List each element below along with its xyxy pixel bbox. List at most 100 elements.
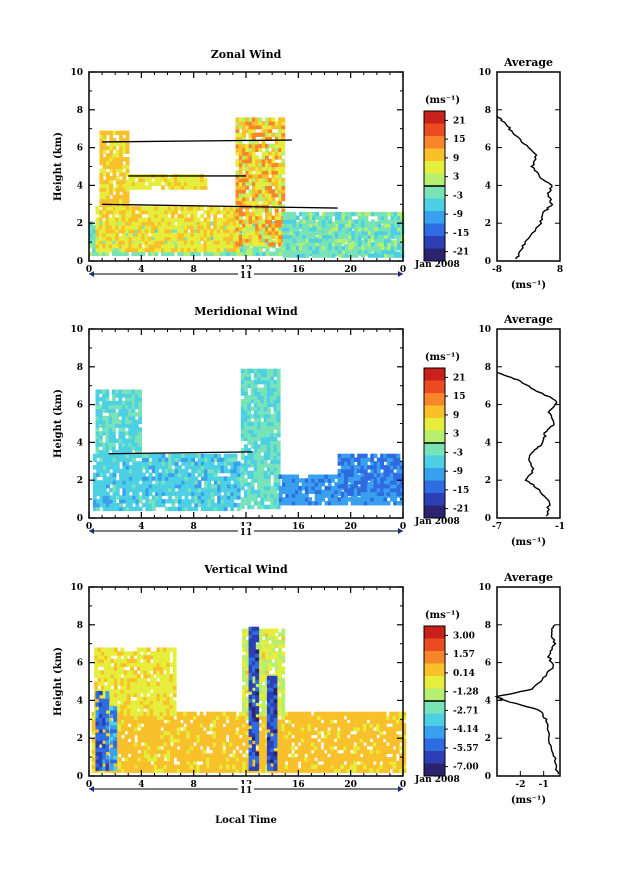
heatmap-cell: [361, 249, 365, 255]
heatmap-cell: [318, 485, 322, 491]
heatmap-cell: [263, 478, 268, 483]
heatmap-cell: [160, 738, 165, 743]
heatmap-cell: [131, 185, 136, 190]
heatmap-cell: [377, 215, 382, 220]
heatmap-cell: [242, 193, 246, 198]
heatmap-cell: [229, 213, 234, 219]
heatmap-cell: [197, 499, 202, 504]
heatmap-cell: [263, 504, 268, 510]
heatmap-cell: [235, 200, 240, 205]
heatmap-cell: [384, 245, 388, 251]
heatmap-cell: [308, 223, 313, 228]
heatmap-cell: [270, 455, 275, 460]
heatmap-cell: [238, 193, 243, 198]
heatmap-cell: [367, 487, 371, 493]
heatmap-cell: [278, 174, 282, 179]
heatmap-cell: [276, 463, 281, 468]
heatmap-cell: [268, 242, 273, 247]
heatmap-cell: [251, 211, 256, 217]
heatmap-cell: [220, 468, 225, 474]
heatmap-cell: [235, 242, 240, 247]
heatmap-cell: [238, 124, 243, 130]
heatmap-cell: [363, 457, 368, 462]
heatmap-cell: [138, 442, 142, 447]
heatmap-cell: [144, 240, 149, 245]
heatmap-cell: [105, 442, 110, 447]
heatmap-cell: [190, 210, 195, 215]
heatmap-cell: [154, 228, 159, 234]
heatmap-cell: [155, 495, 159, 500]
heatmap-cell: [251, 189, 256, 194]
heatmap-cell: [89, 236, 93, 241]
heatmap-cell: [282, 227, 287, 232]
heatmap-cell: [99, 183, 104, 188]
heatmap-cell: [184, 484, 189, 489]
heatmap-cell: [274, 185, 279, 190]
heatmap-cell: [112, 138, 117, 143]
heatmap-cell: [199, 730, 204, 735]
heatmap-cell: [190, 228, 195, 234]
heatmap-cell: [315, 215, 320, 220]
heatmap-cell: [125, 468, 130, 474]
heatmap-cell: [260, 391, 265, 396]
heatmap-cell: [206, 210, 211, 215]
heatmap-cell: [370, 501, 375, 506]
heatmap-cell: [353, 465, 358, 470]
heatmap-cell: [232, 719, 237, 724]
heatmap-cell: [121, 738, 125, 743]
heatmap-cell: [291, 493, 296, 498]
heatmap-cell: [278, 211, 282, 217]
heatmap-cell: [180, 244, 185, 249]
heatmap-cell: [99, 453, 104, 459]
heatmap-cell: [248, 143, 253, 149]
heatmap-cell: [363, 491, 368, 496]
heatmap-cell: [158, 465, 163, 470]
heatmap-cell: [153, 730, 158, 735]
heatmap-cell: [302, 230, 307, 236]
heatmap-cell: [111, 404, 116, 409]
heatmap-cell: [232, 217, 237, 222]
heatmap-cell: [364, 242, 369, 247]
heatmap-cell: [134, 715, 138, 720]
heatmap-cell: [308, 211, 313, 217]
heatmap-cell: [258, 147, 263, 152]
heatmap-cell: [258, 166, 263, 171]
heatmap-cell: [357, 242, 362, 247]
heatmap-cell: [278, 489, 283, 494]
heatmap-cell: [196, 715, 201, 720]
heatmap-cell: [96, 453, 101, 459]
heatmap-cell: [131, 431, 136, 436]
heatmap-cell: [153, 757, 158, 762]
heatmap-cell: [373, 497, 378, 502]
heatmap-cell: [193, 745, 197, 751]
heatmap-cell: [270, 387, 275, 392]
colorbar-unit: (ms⁻¹): [425, 352, 460, 363]
heatmap-cell: [248, 177, 253, 183]
heatmap-cell: [370, 493, 375, 498]
heatmap-cell: [194, 453, 199, 459]
heatmap-cell: [266, 451, 271, 457]
heatmap-cell: [225, 753, 230, 758]
heatmap-cell: [242, 745, 246, 751]
heatmap-cell: [260, 478, 265, 483]
heatmap-cell: [302, 245, 307, 251]
heatmap-cell: [131, 236, 136, 241]
heatmap-cell: [174, 461, 179, 466]
heatmap-cell: [189, 749, 194, 754]
heatmap-cell: [122, 491, 127, 496]
heatmap-cell: [191, 480, 195, 485]
heatmap-cell: [255, 211, 260, 217]
heatmap-cell: [270, 372, 275, 377]
heatmap-cell: [197, 480, 202, 485]
heatmap-cell: [244, 482, 248, 487]
heatmap-cell: [163, 723, 168, 728]
heatmap-cell: [203, 177, 208, 183]
heatmap-cell: [202, 753, 207, 758]
heatmap-cell: [151, 457, 156, 462]
heatmap-cell: [194, 506, 199, 512]
heatmap-cell: [245, 738, 250, 743]
heatmap-cell: [134, 719, 138, 724]
heatmap-cell: [121, 251, 126, 256]
colorbar-unit: (ms⁻¹): [425, 95, 460, 106]
heatmap-cell: [321, 489, 326, 494]
